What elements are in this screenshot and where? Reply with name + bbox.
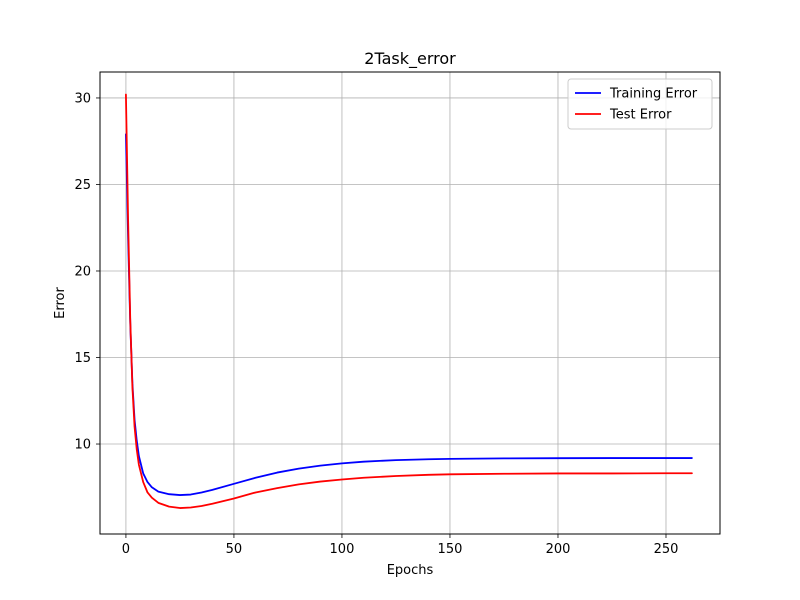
chart-title: 2Task_error: [364, 49, 456, 69]
y-axis-label: Error: [53, 287, 68, 319]
legend: Training Error Test Error: [567, 78, 713, 130]
y-tick-label: 25: [74, 178, 91, 193]
x-tick-label: 250: [654, 542, 679, 557]
legend-label: Training Error: [609, 87, 698, 102]
y-tick-label: 10: [74, 438, 91, 453]
series-line-test-error: [125, 93, 693, 509]
y-tick-label: 30: [74, 91, 91, 106]
x-tick-label: 100: [330, 542, 355, 557]
x-tick-label: 0: [122, 542, 130, 557]
x-tick-label: 150: [438, 542, 463, 557]
y-tick-label: 15: [74, 351, 91, 366]
legend-label: Test Error: [609, 108, 672, 123]
x-tick-label: 200: [546, 542, 571, 557]
x-axis-label: Epochs: [387, 563, 434, 578]
series-lines: [125, 93, 693, 509]
x-tick-label: 50: [226, 542, 243, 557]
plot-frame: [99, 71, 721, 535]
axis-ticks: 0 50 100 150 200 250 10 15 20 25 30: [74, 91, 678, 557]
legend-box: [567, 78, 713, 130]
y-tick-label: 20: [74, 264, 91, 279]
